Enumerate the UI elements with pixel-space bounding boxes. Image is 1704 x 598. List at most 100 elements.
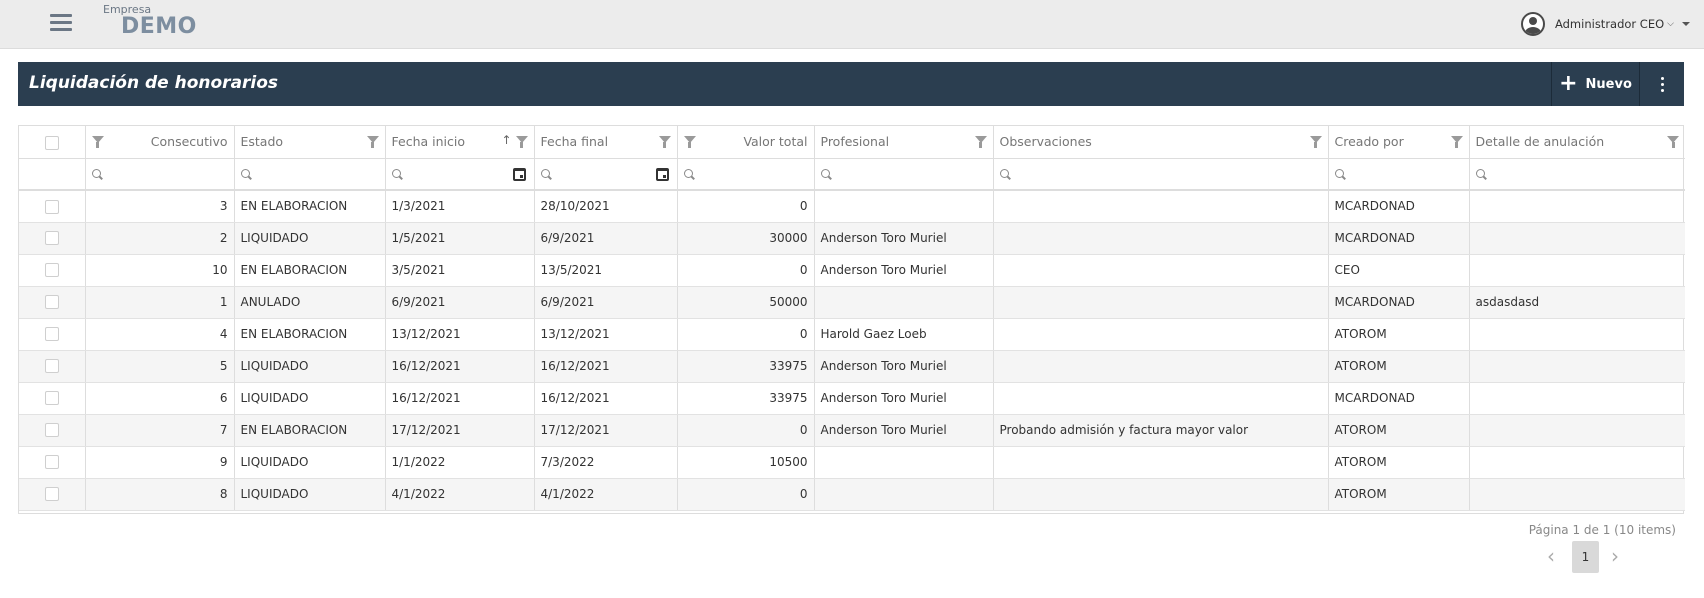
column-header-detalle-anulacion[interactable]: Detalle de anulación [1469,126,1685,159]
funnel-icon[interactable] [91,136,104,148]
filter-cell-detalle-anulacion [1469,158,1685,191]
funnel-icon[interactable] [683,136,696,148]
cell-consecutivo: 2 [85,222,235,255]
cell-creado-por: ATOROM [1328,478,1470,511]
filter-cell-valor-total [677,158,815,191]
funnel-icon[interactable] [974,136,987,148]
column-header-fecha-final[interactable]: Fecha final [534,126,678,159]
filter-input-fecha-final[interactable] [556,164,651,185]
filter-input-observaciones[interactable] [1015,164,1322,185]
filter-input-detalle-anulacion[interactable] [1491,164,1679,185]
cell-profesional: Anderson Toro Muriel [814,222,994,255]
table-row[interactable]: 8 LIQUIDADO 4/1/2022 4/1/2022 0 ATOROM [19,478,1685,511]
cell-profesional: Anderson Toro Muriel [814,414,994,447]
cell-estado: LIQUIDADO [234,350,386,383]
row-checkbox[interactable] [44,263,59,278]
cell-detalle-anulacion: asdasdasd [1469,286,1685,319]
row-checkbox[interactable] [44,199,59,214]
cell-valor-total: 0 [677,478,815,511]
column-header-observaciones[interactable]: Observaciones [993,126,1329,159]
cell-consecutivo: 6 [85,382,235,415]
column-header-fecha-inicio[interactable]: Fecha inicio ↑ [385,126,535,159]
filter-input-profesional[interactable] [836,164,987,185]
table-row[interactable]: 6 LIQUIDADO 16/12/2021 16/12/2021 33975 Ander… [19,382,1685,415]
column-header-consecutivo[interactable]: Consecutivo [85,126,235,159]
cell-fecha-final: 13/5/2021 [534,254,678,287]
search-icon [91,168,103,180]
filter-input-valor-total[interactable] [699,164,808,185]
filter-input-consecutivo[interactable] [107,164,228,185]
row-checkbox[interactable] [44,391,59,406]
cell-profesional [814,190,994,223]
row-checkbox[interactable] [44,231,59,246]
cell-detalle-anulacion [1469,382,1685,415]
search-icon [1334,168,1346,180]
cell-estado: EN ELABORACION [234,318,386,351]
search-icon [820,168,832,180]
pager-info: Página 1 de 1 (10 items) [1528,523,1676,537]
calendar-icon[interactable] [512,167,526,181]
row-checkbox[interactable] [44,423,59,438]
more-options-button[interactable] [1639,62,1684,106]
filter-cell-empty [19,158,86,191]
cell-observaciones [993,222,1329,255]
funnel-icon[interactable] [515,136,528,148]
cell-fecha-final: 7/3/2022 [534,446,678,479]
cell-observaciones: Probando admisión y factura mayor valor [993,414,1329,447]
cell-observaciones [993,478,1329,511]
column-header-creado-por[interactable]: Creado por [1328,126,1470,159]
select-all-header [19,126,86,159]
select-all-checkbox[interactable] [44,135,59,150]
table-row[interactable]: 5 LIQUIDADO 16/12/2021 16/12/2021 33975 Ander… [19,350,1685,383]
cell-fecha-final: 17/12/2021 [534,414,678,447]
column-header-profesional[interactable]: Profesional [814,126,994,159]
funnel-icon[interactable] [658,136,671,148]
filter-input-fecha-inicio[interactable] [407,164,508,185]
row-checkbox[interactable] [44,327,59,342]
cell-valor-total: 0 [677,254,815,287]
row-checkbox[interactable] [44,295,59,310]
cell-detalle-anulacion [1469,254,1685,287]
filter-cell-fecha-final [534,158,678,191]
cell-detalle-anulacion [1469,222,1685,255]
table-row[interactable]: 1 ANULADO 6/9/2021 6/9/2021 50000 MCARDONAD as… [19,286,1685,319]
table-row[interactable]: 2 LIQUIDADO 1/5/2021 6/9/2021 30000 Anderson … [19,222,1685,255]
new-button[interactable]: + Nuevo [1551,62,1639,106]
funnel-icon[interactable] [366,136,379,148]
cell-fecha-final: 16/12/2021 [534,350,678,383]
table-row[interactable]: 3 EN ELABORACION 1/3/2021 28/10/2021 0 MCARDO… [19,190,1685,223]
header-row: Consecutivo Estado Fecha inicio ↑ Fecha f… [19,126,1685,159]
table-row[interactable]: 9 LIQUIDADO 1/1/2022 7/3/2022 10500 ATOROM [19,446,1685,479]
row-select-cell [19,222,86,255]
cell-fecha-final: 6/9/2021 [534,286,678,319]
table-row[interactable]: 7 EN ELABORACION 17/12/2021 17/12/2021 0 Ande… [19,414,1685,447]
user-menu[interactable]: Administrador CEO ⌵ [1520,11,1690,37]
page-title: Liquidación de honorarios [29,73,279,93]
cell-detalle-anulacion [1469,414,1685,447]
filter-input-creado-por[interactable] [1350,164,1463,185]
cell-creado-por: MCARDONAD [1328,382,1470,415]
row-checkbox[interactable] [44,455,59,470]
cell-estado: LIQUIDADO [234,478,386,511]
funnel-icon[interactable] [1667,136,1679,148]
search-icon [540,168,552,180]
calendar-icon[interactable] [655,167,669,181]
row-checkbox[interactable] [44,359,59,374]
funnel-icon[interactable] [1309,136,1322,148]
filter-cell-estado [234,158,386,191]
chevron-left-icon[interactable]: ‹ [1547,544,1555,568]
table-row[interactable]: 4 EN ELABORACION 13/12/2021 13/12/2021 0 Haro… [19,318,1685,351]
page-button-1[interactable]: 1 [1572,541,1599,573]
cell-detalle-anulacion [1469,446,1685,479]
table-row[interactable]: 10 EN ELABORACION 3/5/2021 13/5/2021 0 Anders… [19,254,1685,287]
column-header-estado[interactable]: Estado [234,126,386,159]
cell-fecha-inicio: 4/1/2022 [385,478,535,511]
funnel-icon[interactable] [1450,136,1463,148]
cell-consecutivo: 10 [85,254,235,287]
search-icon [999,168,1011,180]
chevron-right-icon[interactable]: › [1611,544,1619,568]
filter-input-estado[interactable] [256,164,379,185]
row-checkbox[interactable] [44,487,59,502]
column-header-valor-total[interactable]: Valor total [677,126,815,159]
hamburger-menu-icon[interactable] [50,14,72,32]
